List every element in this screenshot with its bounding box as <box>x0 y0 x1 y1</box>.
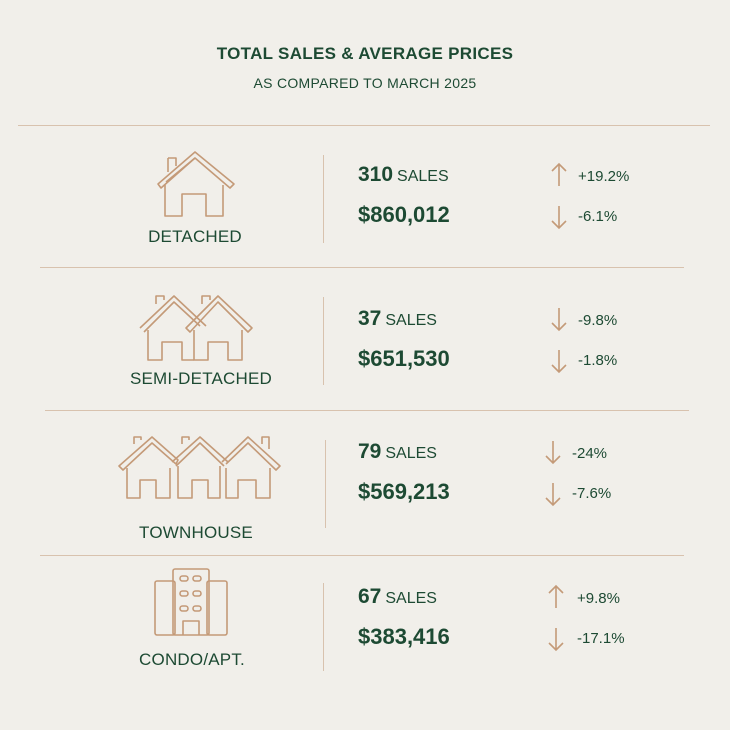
arrow-down-icon <box>545 441 561 465</box>
condo-building-icon <box>154 568 228 636</box>
average-price: $569,213 <box>358 479 450 504</box>
divider <box>40 555 684 556</box>
divider <box>45 410 689 411</box>
arrow-down-icon <box>551 308 567 332</box>
vertical-divider <box>323 583 324 671</box>
price-change: -17.1% <box>577 630 625 647</box>
average-price: $383,416 <box>358 624 450 649</box>
sales-unit: SALES <box>385 590 437 607</box>
sales-number: 67 <box>358 585 382 608</box>
vertical-divider <box>323 155 324 243</box>
sales-count: 310 SALES <box>358 163 449 187</box>
average-price: $860,012 <box>358 202 450 227</box>
sales-number: 310 <box>358 163 394 186</box>
price-change: -7.6% <box>572 485 612 502</box>
sales-change: +19.2% <box>578 168 630 185</box>
property-type-label: DETACHED <box>148 227 242 246</box>
house-icon <box>157 151 235 217</box>
sales-unit: SALES <box>397 168 449 185</box>
sales-count: 67 SALES <box>358 585 437 609</box>
arrow-down-icon <box>551 350 567 374</box>
page-title: TOTAL SALES & AVERAGE PRICES <box>216 44 514 63</box>
property-type-label: CONDO/APT. <box>139 650 245 669</box>
price-change: -6.1% <box>578 208 618 225</box>
semi-detached-icon <box>139 295 253 361</box>
sales-number: 37 <box>358 307 382 330</box>
divider <box>18 125 710 126</box>
sales-unit: SALES <box>385 445 437 462</box>
sales-change: +9.8% <box>577 590 620 607</box>
arrow-up-icon <box>548 584 564 608</box>
sales-count: 79 SALES <box>358 440 437 464</box>
property-type-label: TOWNHOUSE <box>139 523 253 542</box>
arrow-up-icon <box>551 162 567 186</box>
arrow-down-icon <box>551 206 567 230</box>
sales-number: 79 <box>358 440 382 463</box>
vertical-divider <box>323 297 324 385</box>
average-price: $651,530 <box>358 346 450 371</box>
vertical-divider <box>325 440 326 528</box>
sales-change: -9.8% <box>578 312 618 329</box>
townhouse-icon <box>118 436 281 499</box>
price-change: -1.8% <box>578 352 618 369</box>
sales-change: -24% <box>572 445 608 462</box>
arrow-down-icon <box>545 483 561 507</box>
sales-count: 37 SALES <box>358 307 437 331</box>
property-type-label: SEMI-DETACHED <box>129 369 273 388</box>
sales-unit: SALES <box>385 312 437 329</box>
page-subtitle: AS COMPARED TO MARCH 2025 <box>253 75 477 91</box>
divider <box>40 267 684 268</box>
arrow-down-icon <box>548 628 564 652</box>
